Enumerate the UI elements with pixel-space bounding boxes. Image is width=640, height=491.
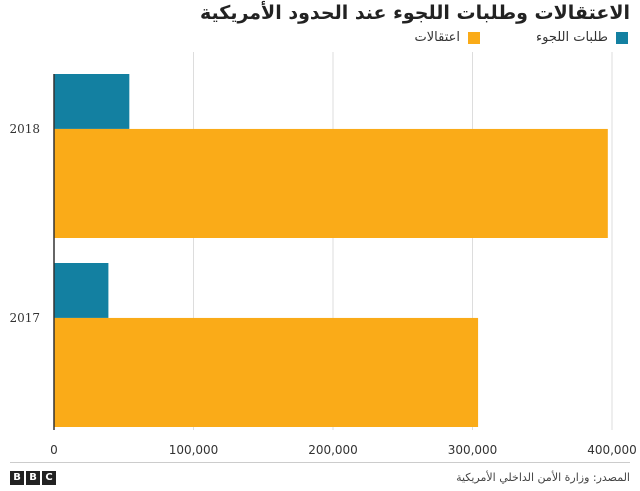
axes: 0 100,000 200,000 300,000 400,000 2018 2017 (9, 74, 637, 457)
x-tick-label: 100,000 (169, 443, 219, 457)
legend-label-asylum: طلبات اللجوء (535, 30, 608, 45)
source-note: المصدر: وزارة الأمن الداخلي الأمريكية (456, 471, 630, 484)
x-tick-label: 300,000 (448, 443, 498, 457)
bbc-logo: B B C (10, 471, 56, 485)
bbc-logo-letter: B (10, 471, 24, 485)
x-tick-label: 400,000 (587, 443, 637, 457)
footer-divider (10, 462, 630, 463)
bbc-logo-letter: B (26, 471, 40, 485)
x-tick-label: 200,000 (308, 443, 358, 457)
y-category-label: 2018 (9, 122, 40, 136)
legend-label-arrests: اعتقالات (414, 30, 460, 45)
legend-swatch-asylum (616, 31, 628, 44)
bar-asylum-2017 (54, 263, 109, 318)
bar-arrests-2017 (54, 317, 479, 427)
y-category-label: 2017 (9, 311, 40, 325)
legend-swatch-arrests (467, 31, 480, 44)
bars (54, 74, 608, 427)
bbc-logo-letter: C (42, 471, 56, 485)
legend-item-arrests: اعتقالات (415, 30, 480, 45)
chart-title: الاعتقالات وطلبات اللجوء عند الحدود الأم… (200, 2, 630, 24)
x-tick-label: 0 (50, 443, 58, 457)
bar-arrests-2018 (54, 128, 608, 238)
legend-item-asylum: طلبات اللجوء (536, 30, 628, 45)
chart-legend: طلبات اللجوء اعتقالات (415, 30, 628, 45)
bar-asylum-2018 (54, 74, 130, 129)
